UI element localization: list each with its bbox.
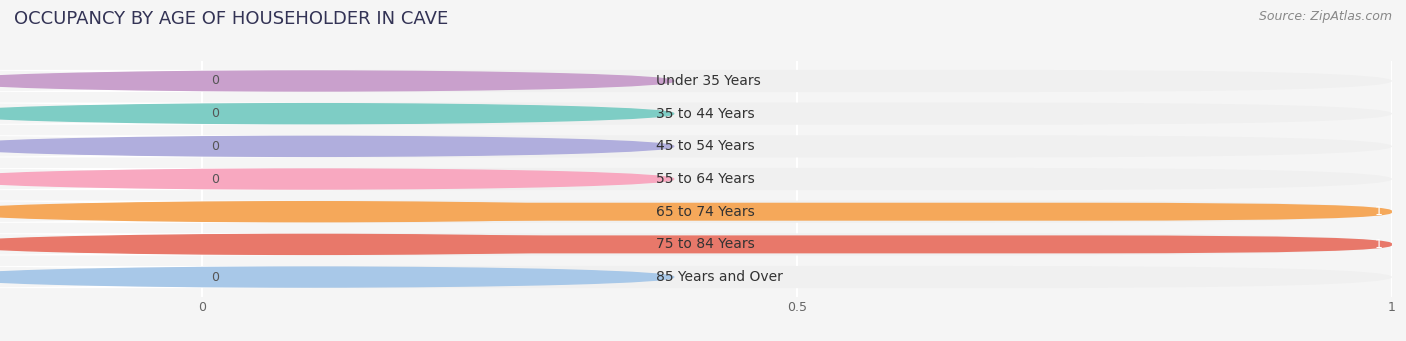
Text: Source: ZipAtlas.com: Source: ZipAtlas.com — [1258, 10, 1392, 23]
Text: 65 to 74 Years: 65 to 74 Years — [655, 205, 754, 219]
Text: 1: 1 — [1375, 205, 1382, 218]
Text: 0: 0 — [211, 173, 219, 186]
FancyBboxPatch shape — [0, 266, 1392, 288]
FancyBboxPatch shape — [0, 233, 1392, 255]
Text: OCCUPANCY BY AGE OF HOUSEHOLDER IN CAVE: OCCUPANCY BY AGE OF HOUSEHOLDER IN CAVE — [14, 10, 449, 28]
FancyBboxPatch shape — [202, 203, 1392, 221]
Text: 1: 1 — [1375, 238, 1382, 251]
FancyBboxPatch shape — [0, 201, 1392, 223]
Text: 0: 0 — [211, 74, 219, 88]
Text: 85 Years and Over: 85 Years and Over — [655, 270, 782, 284]
Circle shape — [0, 202, 673, 222]
Circle shape — [0, 104, 673, 124]
FancyBboxPatch shape — [0, 266, 405, 288]
FancyBboxPatch shape — [0, 70, 1392, 92]
FancyBboxPatch shape — [0, 233, 405, 255]
Text: 0: 0 — [211, 270, 219, 284]
FancyBboxPatch shape — [0, 168, 1392, 190]
Text: 45 to 54 Years: 45 to 54 Years — [655, 139, 754, 153]
Text: 0: 0 — [211, 107, 219, 120]
Circle shape — [0, 234, 673, 254]
FancyBboxPatch shape — [0, 70, 405, 92]
Circle shape — [0, 267, 673, 287]
FancyBboxPatch shape — [0, 103, 1392, 125]
FancyBboxPatch shape — [0, 135, 405, 158]
FancyBboxPatch shape — [0, 103, 405, 125]
Circle shape — [0, 169, 673, 189]
Text: 35 to 44 Years: 35 to 44 Years — [655, 107, 754, 121]
FancyBboxPatch shape — [0, 135, 1392, 158]
FancyBboxPatch shape — [0, 201, 405, 223]
Text: 0: 0 — [211, 140, 219, 153]
FancyBboxPatch shape — [202, 235, 1392, 253]
Text: 55 to 64 Years: 55 to 64 Years — [655, 172, 754, 186]
Circle shape — [0, 136, 673, 156]
Circle shape — [0, 71, 673, 91]
Text: Under 35 Years: Under 35 Years — [655, 74, 761, 88]
Text: 75 to 84 Years: 75 to 84 Years — [655, 237, 754, 251]
FancyBboxPatch shape — [0, 168, 405, 190]
